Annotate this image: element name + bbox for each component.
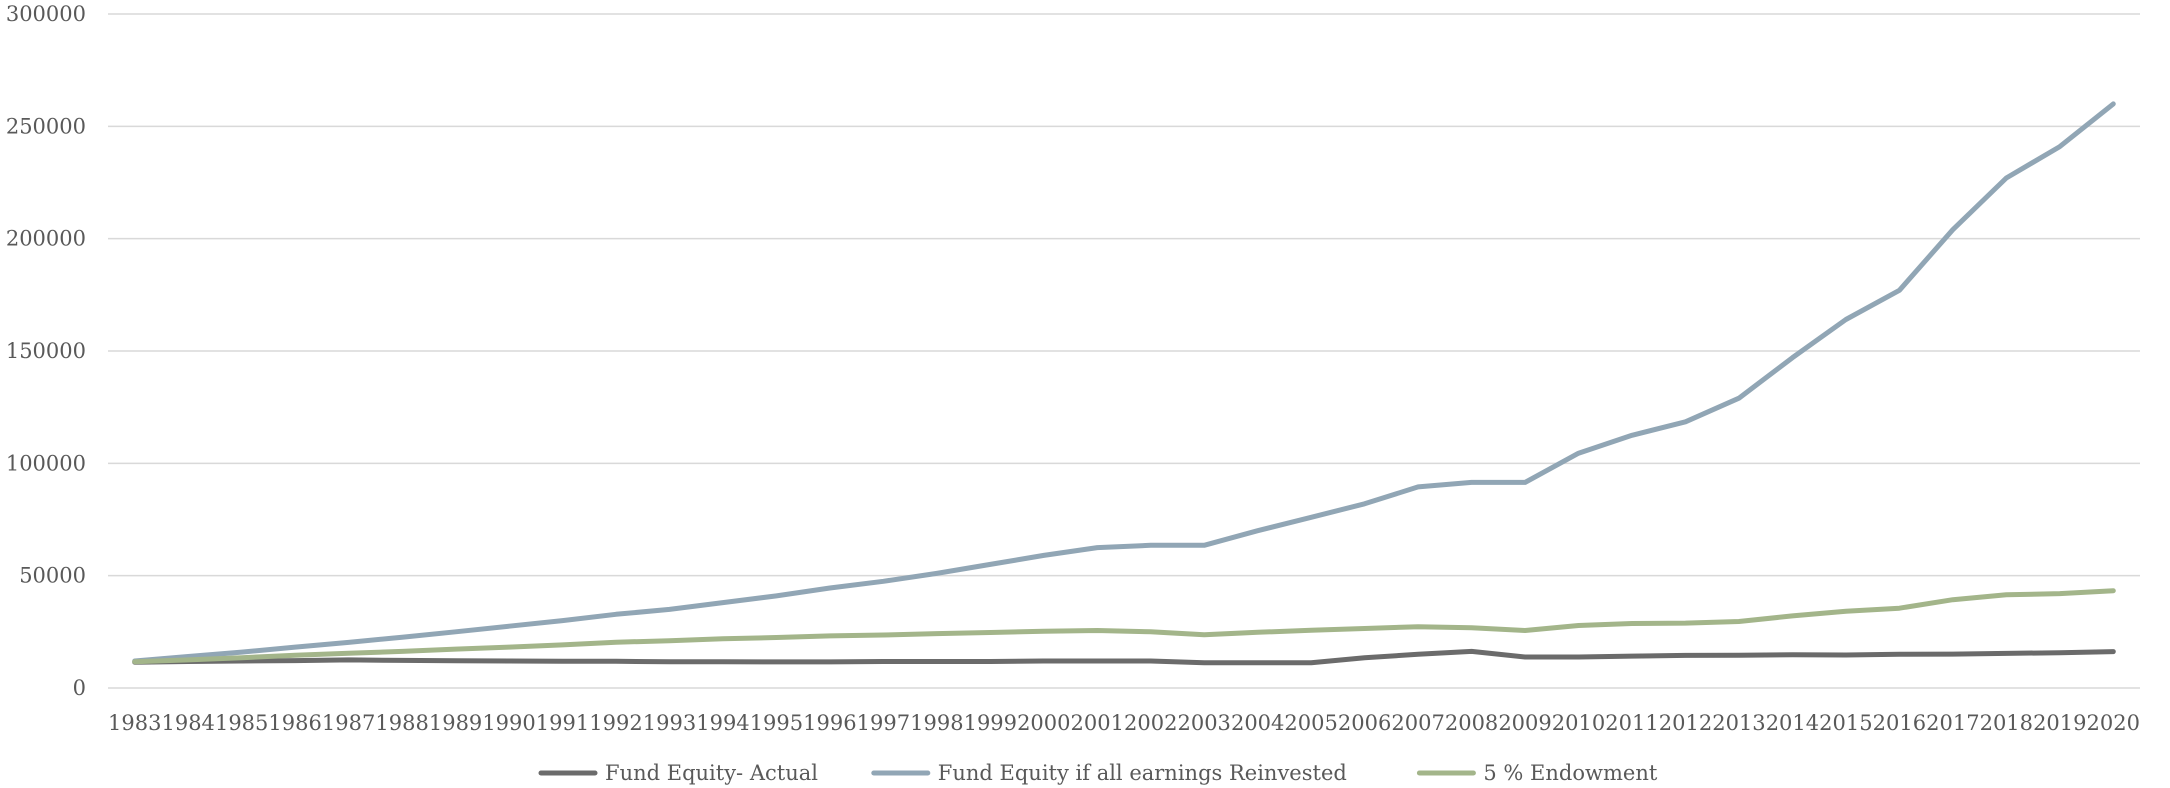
legend-label-2: Fund Equity if all earnings Reinvested <box>938 761 1347 785</box>
x-tick-label: 1990 <box>482 711 535 735</box>
x-tick-label: 1991 <box>536 711 589 735</box>
x-tick-label: 1985 <box>215 711 268 735</box>
x-tick-label: 2006 <box>1338 711 1391 735</box>
x-tick-label: 2013 <box>1712 711 1765 735</box>
y-tick-label: 150000 <box>6 339 86 363</box>
x-tick-label: 1995 <box>750 711 803 735</box>
x-tick-label: 1997 <box>857 711 910 735</box>
x-tick-label: 1993 <box>643 711 696 735</box>
x-tick-label: 1994 <box>696 711 749 735</box>
x-tick-label: 2020 <box>2087 711 2140 735</box>
x-tick-label: 2019 <box>2033 711 2086 735</box>
x-tick-label: 2015 <box>1819 711 1872 735</box>
x-tick-label: 2002 <box>1124 711 1177 735</box>
y-tick-label: 300000 <box>6 2 86 26</box>
x-tick-label: 1984 <box>161 711 214 735</box>
gridlines <box>108 13 2140 689</box>
x-tick-label: 2017 <box>1926 711 1979 735</box>
x-tick-label: 1986 <box>268 711 321 735</box>
x-tick-label: 2003 <box>1177 711 1230 735</box>
series-lines <box>132 101 2116 666</box>
y-tick-label: 0 <box>73 676 86 700</box>
y-tick-label: 50000 <box>19 564 86 588</box>
series-line-1 <box>132 648 2116 666</box>
legend-label-3: 5 % Endowment <box>1483 761 1657 785</box>
x-tick-label: 1992 <box>589 711 642 735</box>
y-tick-label: 200000 <box>6 227 86 251</box>
x-tick-label: 1989 <box>429 711 482 735</box>
y-axis-tick-labels: 0 50000 100000 150000 200000 250000 300000 <box>6 2 86 700</box>
x-tick-label: 2008 <box>1445 711 1498 735</box>
x-tick-label: 1987 <box>322 711 375 735</box>
x-tick-label: 1999 <box>964 711 1017 735</box>
legend: Fund Equity- Actual Fund Equity if all ea… <box>538 761 1658 785</box>
legend-label-1: Fund Equity- Actual <box>605 761 818 785</box>
x-tick-label: 2004 <box>1231 711 1284 735</box>
x-tick-label: 2011 <box>1605 711 1658 735</box>
series-line-2 <box>132 101 2116 664</box>
x-tick-label: 2007 <box>1391 711 1444 735</box>
x-tick-label: 1983 <box>108 711 161 735</box>
x-tick-label: 1996 <box>803 711 856 735</box>
x-tick-label: 2009 <box>1498 711 1551 735</box>
series-line-3 <box>132 588 2116 665</box>
x-tick-label: 2012 <box>1659 711 1712 735</box>
x-tick-label: 2014 <box>1766 711 1819 735</box>
x-tick-label: 1988 <box>375 711 428 735</box>
x-tick-label: 2000 <box>1017 711 1070 735</box>
y-tick-label: 250000 <box>6 114 86 138</box>
x-tick-label: 1998 <box>910 711 963 735</box>
x-tick-label: 2018 <box>1980 711 2033 735</box>
x-tick-label: 2001 <box>1071 711 1124 735</box>
x-tick-label: 2010 <box>1552 711 1605 735</box>
y-tick-label: 100000 <box>6 451 86 475</box>
x-axis-tick-labels: 1983 1984 1985 1986 1987 1988 1989 1990 1991 1992… <box>108 711 2140 735</box>
x-tick-label: 2005 <box>1284 711 1337 735</box>
x-tick-label: 2016 <box>1873 711 1926 735</box>
